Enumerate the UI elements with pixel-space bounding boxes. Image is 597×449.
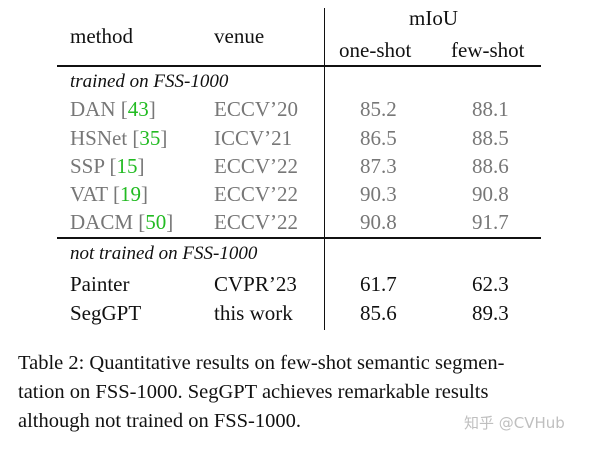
venue-cell: ECCV’22 <box>214 154 298 178</box>
header-miou: mIoU <box>409 6 458 30</box>
citation-link[interactable]: 19 <box>120 182 141 206</box>
table-row-dan: DAN [43] <box>70 97 156 121</box>
table-row-dacm: DACM [50] <box>70 210 174 234</box>
few-shot-cell: 89.3 <box>472 301 509 325</box>
citation-link[interactable]: 50 <box>145 210 167 234</box>
few-shot-cell: 90.8 <box>472 182 509 206</box>
table-row-hsnet: HSNet [35] <box>70 126 168 150</box>
method-name: SSP <box>70 154 105 178</box>
one-shot-cell: 86.5 <box>360 126 397 150</box>
section-title-trained: trained on FSS-1000 <box>70 71 229 92</box>
one-shot-cell: 85.6 <box>360 301 397 325</box>
citation-link[interactable]: 35 <box>139 126 161 150</box>
one-shot-cell: 90.8 <box>360 210 397 234</box>
caption-line-3: although not trained on FSS-1000. <box>18 410 302 432</box>
header-rule <box>57 65 541 67</box>
header-venue: venue <box>214 24 265 48</box>
citation-link[interactable]: 43 <box>127 97 149 121</box>
venue-cell: ECCV’20 <box>214 97 298 121</box>
method-name: VAT <box>70 182 108 206</box>
caption-line-1: Table 2: Quantitative results on few-sho… <box>18 352 505 374</box>
few-shot-cell: 88.6 <box>472 154 509 178</box>
one-shot-cell: 61.7 <box>360 272 397 296</box>
venue-cell: CVPR’23 <box>214 272 297 296</box>
few-shot-cell: 62.3 <box>472 272 509 296</box>
section-title-not-trained: not trained on FSS-1000 <box>70 243 258 264</box>
table-row-painter: Painter <box>70 272 130 296</box>
venue-cell: ECCV’22 <box>214 182 298 206</box>
venue-cell: this work <box>214 301 293 325</box>
header-few-shot: few-shot <box>451 38 525 62</box>
table-row-ssp: SSP [15] <box>70 154 145 178</box>
header-one-shot: one-shot <box>339 38 412 62</box>
citation-link[interactable]: 15 <box>116 154 138 178</box>
vertical-divider <box>324 8 325 330</box>
table-row-vat: VAT [19] <box>70 182 148 206</box>
few-shot-cell: 88.5 <box>472 126 509 150</box>
one-shot-cell: 90.3 <box>360 182 397 206</box>
table-row-seggpt: SegGPT <box>70 301 142 325</box>
few-shot-cell: 88.1 <box>472 97 509 121</box>
method-name: HSNet <box>70 126 128 150</box>
venue-cell: ECCV’22 <box>214 210 298 234</box>
table-caption: Table 2: Quantitative results on few-sho… <box>18 349 588 436</box>
few-shot-cell: 91.7 <box>472 210 509 234</box>
caption-line-2: tation on FSS-1000. SegGPT achieves rema… <box>18 381 489 403</box>
watermark: 知乎 @CVHub <box>464 414 565 432</box>
venue-cell: ICCV’21 <box>214 126 293 150</box>
one-shot-cell: 85.2 <box>360 97 397 121</box>
method-name: DACM <box>70 210 134 234</box>
section-rule <box>57 237 541 239</box>
one-shot-cell: 87.3 <box>360 154 397 178</box>
header-method: method <box>70 24 133 48</box>
method-name: DAN <box>70 97 116 121</box>
